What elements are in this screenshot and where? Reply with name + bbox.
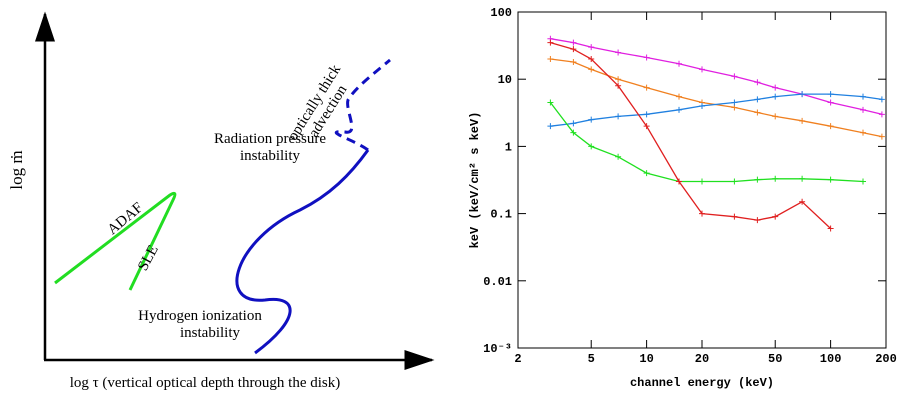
data-point (547, 123, 554, 130)
data-point (676, 93, 683, 100)
data-point (799, 117, 806, 124)
data-point (860, 106, 867, 113)
data-point (570, 59, 577, 66)
data-point (570, 39, 577, 46)
series-line (550, 41, 832, 229)
data-point (878, 111, 885, 118)
data-point (731, 99, 738, 106)
x-tick-label: 2 (514, 352, 521, 366)
x-label: log τ (vertical optical depth through th… (70, 375, 341, 391)
x-axis-label: channel energy (keV) (630, 376, 774, 390)
data-point (615, 153, 622, 160)
x-tick-label: 100 (820, 352, 842, 366)
annotation: Hydrogen ionization (138, 308, 262, 324)
data-point (643, 123, 650, 130)
y-label: log ṁ (7, 150, 26, 189)
data-point (588, 66, 595, 73)
data-point (699, 178, 705, 185)
y-tick-label: 1 (505, 140, 512, 154)
x-tick-label: 10 (639, 352, 653, 366)
series-line (550, 38, 883, 115)
y-tick-label: 0.01 (483, 275, 512, 289)
data-point (827, 176, 834, 183)
data-point (772, 93, 779, 100)
y-tick-label: 100 (490, 6, 512, 20)
annotation: instability (240, 148, 301, 164)
data-point (799, 175, 806, 182)
annotation: instability (180, 325, 241, 341)
data-point (643, 170, 650, 177)
series-line (549, 102, 864, 183)
data-point (772, 113, 779, 120)
x-tick-label: 200 (875, 352, 897, 366)
data-point (878, 96, 885, 103)
data-point (643, 54, 650, 61)
data-point (676, 178, 683, 185)
data-point (570, 120, 577, 127)
data-point (588, 116, 595, 123)
adaf-sle-curve (54, 191, 177, 291)
data-point (699, 102, 705, 109)
spectrum-chart: channel energy (keV) keV (keV/cm² s keV)… (468, 6, 897, 390)
data-point (860, 129, 867, 136)
series-line (550, 93, 882, 127)
data-point (676, 60, 683, 67)
y-tick-label: 10⁻³ (483, 342, 512, 356)
data-point (827, 99, 834, 106)
y-tick-label: 10 (498, 73, 512, 87)
data-point (643, 84, 650, 91)
data-point (615, 76, 622, 83)
data-point (772, 213, 779, 220)
data-point (772, 175, 779, 182)
data-point (827, 123, 834, 130)
data-point (588, 143, 595, 150)
annotation: Radiation pressure (214, 131, 326, 147)
data-point (547, 39, 554, 46)
x-tick-label: 50 (768, 352, 782, 366)
x-tick-label: 5 (588, 352, 595, 366)
series-line (550, 58, 883, 138)
data-point (699, 210, 705, 217)
data-point (588, 44, 595, 51)
x-tick-label: 20 (695, 352, 709, 366)
data-point (615, 113, 622, 120)
data-point (799, 198, 806, 205)
data-point (615, 82, 622, 89)
data-point (588, 55, 595, 62)
data-point (878, 133, 885, 140)
data-point (615, 49, 622, 56)
data-point (547, 99, 554, 106)
data-point (754, 109, 761, 116)
data-point (754, 79, 761, 86)
data-point (772, 84, 779, 91)
data-point (754, 217, 761, 224)
data-point (731, 213, 738, 220)
annotation: SLE (135, 243, 162, 274)
data-point (827, 91, 834, 98)
data-point (731, 178, 738, 185)
data-point (731, 73, 738, 80)
data-point (699, 66, 705, 73)
stable-branch (235, 149, 370, 355)
data-point (643, 111, 650, 118)
schematic: log τ (vertical optical depth through th… (7, 11, 435, 391)
data-point (676, 106, 683, 113)
data-point (827, 225, 834, 232)
y-tick-label: 0.1 (490, 208, 512, 222)
data-point (754, 176, 761, 183)
data-point (570, 46, 577, 53)
y-axis-label: keV (keV/cm² s keV) (468, 112, 482, 249)
data-point (860, 93, 867, 100)
data-point (860, 178, 867, 185)
advection-branch (334, 58, 391, 152)
data-point (799, 91, 806, 98)
data-point (547, 55, 554, 62)
data-point (570, 129, 577, 136)
data-point (754, 96, 761, 103)
